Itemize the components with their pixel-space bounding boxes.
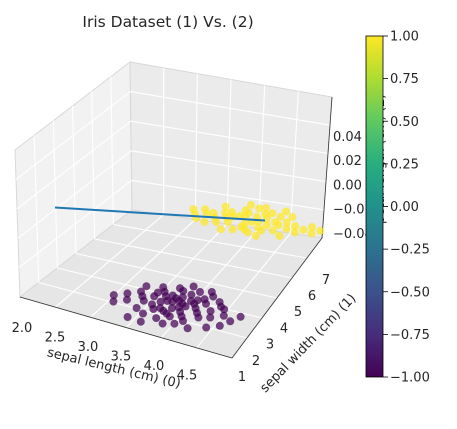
data-point — [163, 310, 171, 318]
data-point — [209, 209, 217, 217]
data-point — [194, 314, 202, 322]
data-point — [196, 288, 204, 296]
data-point — [170, 320, 178, 328]
data-point — [222, 203, 230, 211]
data-point — [262, 204, 270, 212]
z-tick-label: 0.02 — [333, 154, 362, 169]
data-point — [139, 310, 147, 318]
colorbar-tick-label: 0.00 — [390, 200, 419, 215]
data-point — [149, 305, 157, 313]
data-point — [200, 218, 208, 226]
data-point — [176, 284, 184, 292]
data-point — [137, 318, 145, 326]
data-point — [247, 201, 255, 209]
x-tick-label: 2.0 — [12, 321, 33, 336]
data-point — [202, 324, 210, 332]
data-point — [282, 208, 290, 216]
data-point — [156, 304, 164, 312]
colorbar-tick-labels: 1.00 0.75 0.50 0.25 0.00 −0.25 −0.50 −0.75 −1.00 — [383, 30, 430, 386]
colorbar-tick-label: −0.25 — [390, 243, 430, 258]
z-tick-label: 0.00 — [333, 178, 362, 193]
data-point — [220, 312, 228, 320]
colorbar-tick-label: 0.50 — [390, 115, 419, 130]
data-point — [189, 205, 197, 213]
data-point — [212, 218, 220, 226]
data-point — [269, 227, 277, 235]
data-point — [217, 225, 225, 233]
colorbar-tick-label: 0.25 — [390, 157, 419, 172]
data-point — [194, 296, 202, 304]
data-point — [152, 314, 160, 322]
data-point — [163, 297, 171, 305]
data-point — [142, 282, 150, 290]
data-point — [291, 228, 299, 236]
data-point — [229, 225, 237, 233]
data-point — [268, 209, 276, 217]
data-point — [159, 283, 167, 291]
data-point — [217, 303, 225, 311]
colorbar-tick-label: −1.00 — [390, 371, 430, 386]
colorbar — [366, 36, 383, 377]
y-tick-label: 3 — [266, 338, 274, 353]
y-tick-label: 2 — [252, 354, 260, 369]
data-point — [226, 317, 234, 325]
data-point — [179, 317, 187, 325]
y-tick-label: 4 — [280, 321, 288, 336]
colorbar-tick-label: −0.75 — [390, 328, 430, 343]
data-point — [288, 213, 296, 221]
data-point — [159, 320, 167, 328]
data-point — [182, 302, 190, 310]
z-tick-label: 0.04 — [333, 130, 362, 145]
data-point — [255, 205, 263, 213]
data-point — [123, 289, 131, 297]
colorbar-tick-label: 1.00 — [390, 30, 419, 45]
data-point — [208, 288, 216, 296]
data-point — [299, 226, 307, 234]
chart-title: Iris Dataset (1) Vs. (2) — [82, 13, 253, 31]
data-point — [201, 205, 209, 213]
data-point — [201, 295, 209, 303]
y-tick-label: 6 — [308, 289, 316, 304]
data-point — [184, 324, 192, 332]
data-point — [316, 227, 324, 235]
data-point — [206, 314, 214, 322]
colorbar-tick-label: −0.50 — [390, 285, 430, 300]
data-point — [308, 230, 316, 238]
data-point — [172, 294, 180, 302]
colorbar-tick-label: 0.75 — [390, 72, 419, 87]
data-point — [110, 291, 118, 299]
data-point — [252, 232, 260, 240]
y-tick-label: 7 — [322, 273, 330, 288]
data-point — [187, 291, 195, 299]
data-point — [244, 228, 252, 236]
data-point — [283, 225, 291, 233]
data-point — [190, 283, 198, 291]
data-point — [237, 313, 245, 321]
data-point — [228, 208, 236, 216]
data-point — [275, 232, 283, 240]
data-point — [133, 304, 141, 312]
data-point — [124, 313, 132, 321]
y-tick-label: 1 — [238, 370, 246, 385]
data-point — [216, 322, 224, 330]
y-tick-label: 5 — [294, 305, 302, 320]
x-tick-label: 2.5 — [45, 331, 66, 346]
